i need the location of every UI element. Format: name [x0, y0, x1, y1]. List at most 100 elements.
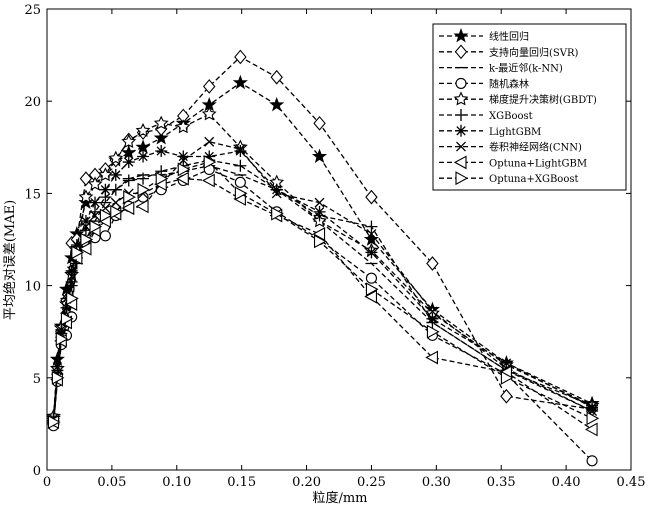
legend-label: 支持向量回归(SVR): [489, 46, 579, 59]
data-point: [80, 221, 91, 232]
data-point: [137, 172, 150, 185]
data-point: [365, 189, 378, 205]
x-tick-label: 0.10: [162, 475, 191, 490]
plot-frame: [46, 8, 632, 471]
data-point: [425, 350, 438, 365]
data-point: [110, 197, 121, 208]
data-point: [232, 74, 248, 90]
x-axis-label: 粒度/mm: [312, 490, 367, 506]
data-point: [365, 272, 377, 284]
data-point: [427, 306, 438, 317]
data-point: [98, 167, 113, 182]
legend-marker: [455, 124, 467, 137]
data-point: [122, 174, 135, 187]
legend-marker: [455, 109, 467, 121]
data-point: [176, 171, 189, 186]
data-point: [153, 130, 169, 145]
data-point: [269, 96, 285, 112]
data-point: [135, 199, 149, 214]
legend-label: XGBoost: [489, 111, 533, 122]
x-tick-label: 0.30: [422, 475, 451, 490]
data-point: [47, 415, 61, 429]
legend-label: 随机森林: [489, 77, 529, 90]
data-point: [365, 220, 378, 233]
legend-label: k-最近邻(k-NN): [489, 62, 563, 75]
data-point: [365, 282, 379, 297]
x-tick-label: 0.25: [357, 475, 386, 490]
data-point: [55, 332, 69, 347]
series-line: [52, 161, 593, 423]
data-point: [204, 136, 215, 147]
data-point: [87, 176, 103, 191]
data-point: [234, 144, 247, 157]
data-point: [234, 186, 248, 201]
data-point: [78, 241, 92, 256]
series-10: [47, 155, 600, 429]
data-point: [78, 189, 94, 204]
data-point: [89, 219, 103, 234]
data-point: [109, 183, 122, 196]
data-point: [177, 150, 190, 163]
data-point: [234, 176, 246, 188]
data-point: [586, 411, 600, 426]
data-point: [121, 134, 137, 149]
data-point: [314, 197, 325, 208]
x-tick-label: 0.20: [292, 475, 321, 490]
data-point: [364, 289, 377, 304]
legend-label: 卷积神经网络(CNN): [489, 141, 582, 154]
y-axis-label: 平均绝对误差(MAE): [2, 200, 18, 320]
data-point: [270, 183, 283, 196]
legend-label: 线性回归: [489, 30, 529, 43]
data-point: [426, 324, 440, 339]
data-point: [71, 245, 84, 260]
data-point: [135, 122, 151, 137]
data-point: [90, 210, 100, 221]
legend-label: Optuna+LightGBM: [489, 158, 587, 169]
data-point: [79, 215, 92, 228]
data-point: [586, 455, 598, 467]
data-point: [201, 106, 217, 121]
data-point: [175, 119, 191, 134]
data-point: [155, 144, 168, 157]
data-point: [99, 230, 111, 242]
legend-marker: [455, 171, 469, 186]
data-point: [234, 159, 247, 172]
data-point: [51, 370, 65, 385]
x-tick-label: 0: [43, 475, 51, 490]
y-tick-label: 5: [33, 372, 41, 387]
legend-label: LightGBM: [489, 127, 541, 138]
data-point: [203, 150, 216, 163]
data-point: [500, 357, 513, 370]
data-point: [271, 206, 284, 221]
data-point: [122, 156, 135, 169]
data-point: [500, 370, 514, 385]
x-tick-label: 0.40: [552, 475, 581, 490]
data-point: [65, 279, 78, 292]
data-point: [202, 173, 215, 188]
data-point: [137, 182, 151, 197]
data-point: [70, 239, 83, 252]
data-point: [203, 155, 217, 169]
data-point: [65, 264, 78, 277]
data-point: [99, 208, 113, 223]
data-point: [270, 69, 283, 85]
data-point: [178, 155, 189, 166]
data-point: [235, 144, 246, 155]
data-point: [80, 232, 94, 247]
data-point: [363, 231, 380, 246]
data-point: [153, 115, 169, 130]
legend-label: Optuna+XGBoost: [489, 174, 579, 185]
legend-marker: [456, 141, 466, 152]
series-line: [52, 56, 593, 423]
data-point: [78, 194, 94, 210]
data-point: [137, 150, 150, 163]
data-point: [584, 422, 598, 437]
data-point: [121, 144, 137, 160]
data-point: [366, 229, 377, 239]
x-tick-label: 0.35: [487, 475, 516, 490]
data-point: [121, 201, 135, 216]
series-line: [52, 150, 593, 419]
data-point: [500, 388, 513, 404]
